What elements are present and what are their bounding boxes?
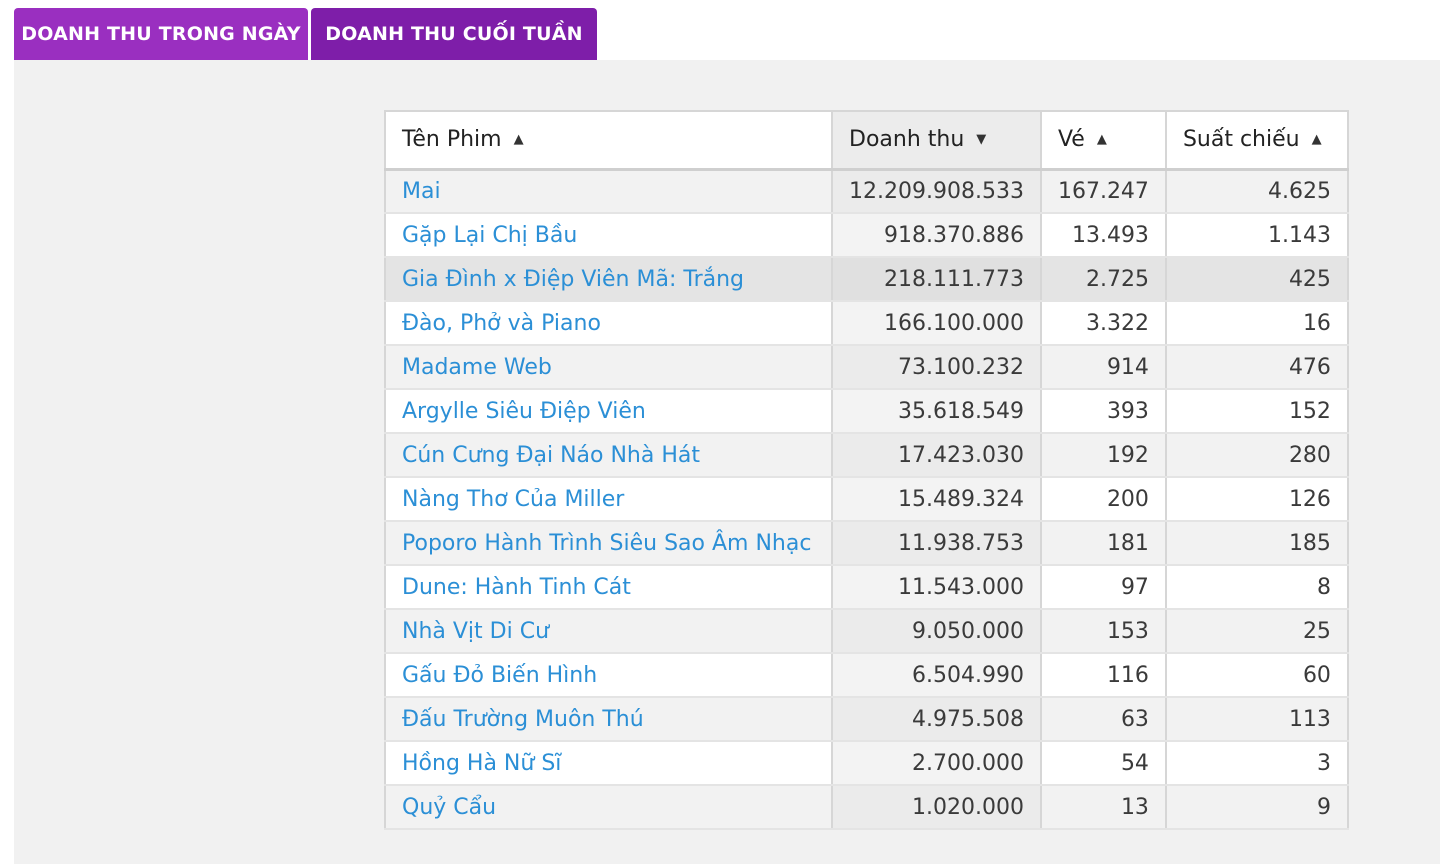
showtimes-cell: 152 (1165, 389, 1349, 434)
showtimes-cell: 476 (1165, 345, 1349, 390)
tickets-cell: 153 (1040, 609, 1167, 654)
revenue-cell: 15.489.324 (832, 477, 1042, 522)
movie-title-link[interactable]: Đào, Phở và Piano (385, 301, 833, 346)
column-header-label: Vé (1057, 127, 1085, 153)
table-row: Argylle Siêu Điệp Viên 35.618.549 393 152 (385, 389, 1349, 434)
table-row: Hồng Hà Nữ Sĩ 2.700.000 54 3 (385, 741, 1349, 786)
movie-title-link[interactable]: Đấu Trường Muôn Thú (385, 697, 833, 742)
table-row: Mai 12.209.908.533 167.247 4.625 (385, 169, 1349, 214)
movie-title-link[interactable]: Nàng Thơ Của Miller (385, 477, 833, 522)
table-body: Mai 12.209.908.533 167.247 4.625 Gặp Lại Chị… (385, 169, 1349, 830)
column-header-label: Suất chiếu (1182, 127, 1300, 153)
tickets-cell: 393 (1040, 389, 1167, 434)
tickets-cell: 181 (1040, 521, 1167, 566)
table-row: Đào, Phở và Piano 166.100.000 3.322 16 (385, 301, 1349, 346)
showtimes-cell: 280 (1165, 433, 1349, 478)
column-header-label: Tên Phim (402, 127, 502, 153)
header-row: Tên Phim ▲ Doanh thu ▼ Vé ▲ Suất chiếu ▲ (385, 111, 1349, 171)
showtimes-cell: 3 (1165, 741, 1349, 786)
movie-title-link[interactable]: Gia Đình x Điệp Viên Mã: Trắng (385, 257, 833, 302)
showtimes-cell: 60 (1165, 653, 1349, 698)
revenue-cell: 4.975.508 (832, 697, 1042, 742)
showtimes-cell: 25 (1165, 609, 1349, 654)
table-row: Madame Web 73.100.232 914 476 (385, 345, 1349, 390)
showtimes-cell: 425 (1165, 257, 1349, 302)
showtimes-cell: 8 (1165, 565, 1349, 610)
tickets-cell: 54 (1040, 741, 1167, 786)
revenue-cell: 11.938.753 (832, 521, 1042, 566)
revenue-cell: 1.020.000 (832, 785, 1042, 830)
tickets-cell: 13 (1040, 785, 1167, 830)
sort-asc-icon: ▲ (1096, 132, 1107, 148)
table-row: Gấu Đỏ Biến Hình 6.504.990 116 60 (385, 653, 1349, 698)
table-row: Poporo Hành Trình Siêu Sao Âm Nhạc 11.938… (385, 521, 1349, 566)
revenue-cell: 73.100.232 (832, 345, 1042, 390)
table-row: Đấu Trường Muôn Thú 4.975.508 63 113 (385, 697, 1349, 742)
column-header-title[interactable]: Tên Phim ▲ (385, 111, 833, 171)
tickets-cell: 3.322 (1040, 301, 1167, 346)
showtimes-cell: 113 (1165, 697, 1349, 742)
movie-title-link[interactable]: Dune: Hành Tinh Cát (385, 565, 833, 610)
movie-title-link[interactable]: Quỷ Cẩu (385, 785, 833, 830)
column-header-revenue[interactable]: Doanh thu ▼ (832, 111, 1042, 171)
table-row: Quỷ Cẩu 1.020.000 13 9 (385, 785, 1349, 830)
revenue-cell: 2.700.000 (832, 741, 1042, 786)
column-header-label: Doanh thu (849, 127, 965, 153)
movie-title-link[interactable]: Hồng Hà Nữ Sĩ (385, 741, 833, 786)
tickets-cell: 192 (1040, 433, 1167, 478)
showtimes-cell: 16 (1165, 301, 1349, 346)
table-row: Gia Đình x Điệp Viên Mã: Trắng 218.111.77… (385, 257, 1349, 302)
box-office-table: Tên Phim ▲ Doanh thu ▼ Vé ▲ Suất chiếu ▲ Mai… (384, 110, 1349, 830)
showtimes-cell: 126 (1165, 477, 1349, 522)
revenue-cell: 218.111.773 (832, 257, 1042, 302)
table-row: Cún Cưng Đại Náo Nhà Hát 17.423.030 192 280 (385, 433, 1349, 478)
movie-title-link[interactable]: Gấu Đỏ Biến Hình (385, 653, 833, 698)
revenue-cell: 166.100.000 (832, 301, 1042, 346)
movie-title-link[interactable]: Poporo Hành Trình Siêu Sao Âm Nhạc (385, 521, 833, 566)
tickets-cell: 13.493 (1040, 213, 1167, 258)
revenue-cell: 35.618.549 (832, 389, 1042, 434)
showtimes-cell: 185 (1165, 521, 1349, 566)
tickets-cell: 97 (1040, 565, 1167, 610)
movie-title-link[interactable]: Nhà Vịt Di Cư (385, 609, 833, 654)
showtimes-cell: 4.625 (1165, 169, 1349, 214)
movie-title-link[interactable]: Mai (385, 169, 833, 214)
revenue-cell: 9.050.000 (832, 609, 1042, 654)
revenue-cell: 17.423.030 (832, 433, 1042, 478)
tickets-cell: 167.247 (1040, 169, 1167, 214)
tab-weekend-revenue[interactable]: DOANH THU CUỐI TUẦN (311, 8, 597, 60)
movie-title-link[interactable]: Argylle Siêu Điệp Viên (385, 389, 833, 434)
tickets-cell: 63 (1040, 697, 1167, 742)
tickets-cell: 914 (1040, 345, 1167, 390)
table-row: Dune: Hành Tinh Cát 11.543.000 97 8 (385, 565, 1349, 610)
sort-asc-icon: ▲ (1311, 132, 1322, 148)
revenue-cell: 11.543.000 (832, 565, 1042, 610)
showtimes-cell: 9 (1165, 785, 1349, 830)
movie-title-link[interactable]: Cún Cưng Đại Náo Nhà Hát (385, 433, 833, 478)
table-row: Gặp Lại Chị Bầu 918.370.886 13.493 1.143 (385, 213, 1349, 258)
showtimes-cell: 1.143 (1165, 213, 1349, 258)
tickets-cell: 2.725 (1040, 257, 1167, 302)
revenue-cell: 6.504.990 (832, 653, 1042, 698)
tab-daily-revenue[interactable]: DOANH THU TRONG NGÀY (14, 8, 308, 60)
table-row: Nàng Thơ Của Miller 15.489.324 200 126 (385, 477, 1349, 522)
tickets-cell: 116 (1040, 653, 1167, 698)
table-row: Nhà Vịt Di Cư 9.050.000 153 25 (385, 609, 1349, 654)
revenue-cell: 12.209.908.533 (832, 169, 1042, 214)
movie-title-link[interactable]: Gặp Lại Chị Bầu (385, 213, 833, 258)
sort-asc-icon: ▲ (513, 132, 524, 148)
revenue-cell: 918.370.886 (832, 213, 1042, 258)
column-header-tickets[interactable]: Vé ▲ (1040, 111, 1167, 171)
table-header: Tên Phim ▲ Doanh thu ▼ Vé ▲ Suất chiếu ▲ (385, 111, 1349, 171)
movie-title-link[interactable]: Madame Web (385, 345, 833, 390)
column-header-showtimes[interactable]: Suất chiếu ▲ (1165, 111, 1349, 171)
tab-bar: DOANH THU TRONG NGÀY DOANH THU CUỐI TUẦN (14, 8, 597, 60)
sort-desc-icon: ▼ (976, 132, 987, 148)
tickets-cell: 200 (1040, 477, 1167, 522)
